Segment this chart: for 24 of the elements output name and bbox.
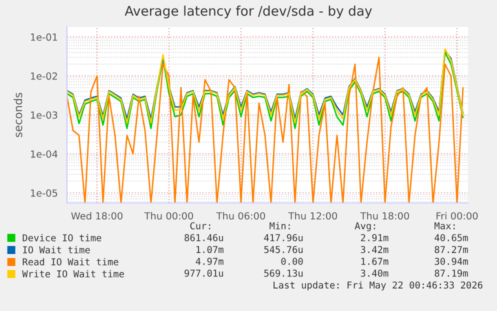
legend-label: Read IO Wait time — [22, 258, 118, 266]
x-tick-label: Thu 12:00 — [288, 212, 338, 220]
x-tick-label: Thu 06:00 — [216, 212, 266, 220]
y-tick-label: 1e-05 — [30, 189, 58, 197]
y-tick-label: 1e-01 — [30, 33, 58, 41]
legend-label: IO Wait time — [23, 246, 90, 254]
y-axis-title: seconds — [14, 92, 22, 138]
y-tick-label: 1e-02 — [30, 72, 57, 80]
chart-title: Average latency for /dev/sda - by day — [124, 6, 372, 18]
y-tick-label: 1e-03 — [30, 111, 58, 119]
text: Last update: Fri May 22 00:46:33 2026 — [274, 281, 482, 290]
legend-label: Write IO Wait time — [22, 270, 124, 278]
y-tick-label: 1e-04 — [30, 150, 58, 158]
text: 977.01u 569.13u 3.40m 87.19m — [184, 270, 468, 277]
text: 4.97m 0.00 1.67m 30.94m — [196, 258, 468, 265]
line-series — [67, 56, 464, 203]
x-tick-label: Thu 18:00 — [360, 212, 410, 220]
text: 1.07m 545.76u 3.42m 87.27m — [196, 246, 468, 254]
x-tick-label: Fri 00:00 — [436, 212, 478, 220]
legend-label: Device IO time — [22, 234, 102, 242]
x-tick-label: Wed 18:00 — [71, 212, 123, 220]
text: 861.46u 417.96u 2.91m 40.65m — [184, 234, 468, 242]
x-tick-label: Thu 00:00 — [144, 212, 194, 220]
text: Cur: Min: Avg: Max: — [190, 222, 455, 232]
